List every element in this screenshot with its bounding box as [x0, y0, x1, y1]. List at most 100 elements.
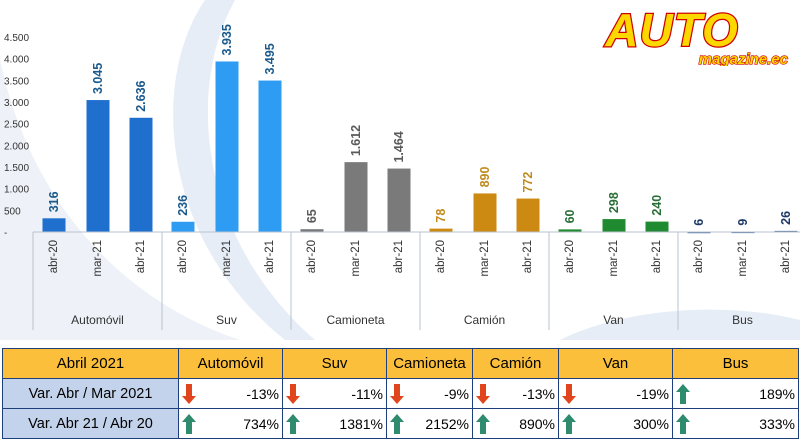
bar-value-label: 65	[305, 209, 319, 223]
arrow-down-icon	[390, 384, 404, 404]
category-label: Camioneta	[326, 313, 384, 327]
variation-cell: -13%	[472, 378, 559, 409]
period-tick-label: abr-21	[393, 240, 405, 273]
period-tick-label: abr-20	[306, 240, 318, 273]
period-tick-label: mar-21	[92, 240, 104, 276]
arrow-down-icon	[182, 384, 196, 404]
variation-cell: 1381%	[282, 408, 387, 439]
bar-value-label: 890	[478, 167, 492, 188]
variation-value: 1381%	[339, 415, 383, 432]
arrow-up-icon	[676, 414, 690, 434]
variation-value: -9%	[444, 385, 469, 402]
bar	[171, 221, 195, 232]
header-bus: Bus	[672, 348, 799, 379]
row-label: Var. Abr 21 / Abr 20	[2, 408, 179, 439]
bar-value-label: 78	[434, 209, 448, 223]
header-period: Abril 2021	[2, 348, 179, 379]
arrow-down-icon	[476, 384, 490, 404]
bar	[473, 193, 497, 232]
variation-value: -19%	[636, 385, 669, 402]
row-label: Var. Abr / Mar 2021	[2, 378, 179, 409]
bar	[300, 229, 324, 232]
arrow-up-icon	[390, 414, 404, 434]
bar-value-label: 3.935	[220, 24, 234, 55]
sales-bar-chart: 4.500 4.000 3.500 3.000 2.500 2.000 1.500 1.000…	[0, 0, 800, 340]
period-tick-label: abr-20	[177, 240, 189, 273]
variation-table: Abril 2021 Automóvil Suv Camioneta Camió…	[2, 348, 799, 439]
arrow-up-icon	[476, 414, 490, 434]
variation-value: 300%	[633, 415, 669, 432]
y-tick-label: 1.500	[4, 163, 29, 174]
variation-cell: -19%	[558, 378, 673, 409]
period-tick-label: abr-20	[693, 240, 705, 273]
variation-cell: 890%	[472, 408, 559, 439]
variation-value: -13%	[522, 385, 555, 402]
header-automovil: Automóvil	[178, 348, 283, 379]
bar-value-label: 298	[607, 192, 621, 213]
arrow-down-icon	[286, 384, 300, 404]
category-label: Van	[603, 313, 623, 327]
category-label: Bus	[732, 313, 753, 327]
variation-cell: -9%	[386, 378, 473, 409]
period-tick-label: mar-21	[608, 240, 620, 276]
arrow-up-icon	[676, 384, 690, 404]
logo-sub-text: magazine.ec	[699, 51, 789, 66]
variation-value: 734%	[243, 415, 279, 432]
bar-value-label: 3.045	[91, 63, 105, 94]
bar-value-label: 3.495	[263, 43, 277, 74]
variation-cell: 300%	[558, 408, 673, 439]
variation-value: 2152%	[425, 415, 469, 432]
bars: 316 3.045 2.636 236 3.935 3.495 65 1.612 1.464 78…	[42, 24, 798, 234]
bar-value-label: 1.464	[392, 131, 406, 162]
bar-value-label: 9	[736, 219, 750, 226]
y-tick-label: 500	[4, 206, 21, 217]
bar-value-label: 60	[563, 209, 577, 223]
bar-value-label: 26	[779, 211, 793, 225]
bar	[645, 221, 669, 232]
y-axis: 4.500 4.000 3.500 3.000 2.500 2.000 1.500 1.000…	[4, 33, 29, 239]
bar	[258, 80, 282, 232]
header-camion: Camión	[472, 348, 559, 379]
table-header-row: Abril 2021 Automóvil Suv Camioneta Camió…	[2, 348, 799, 379]
variation-value: 333%	[759, 415, 795, 432]
bar	[516, 198, 540, 232]
y-tick-label: 3.000	[4, 98, 29, 109]
bar-value-label: 240	[650, 195, 664, 216]
y-tick-label: 3.500	[4, 76, 29, 87]
bar	[86, 100, 110, 232]
background-swoosh	[0, 0, 800, 340]
header-camioneta: Camioneta	[386, 348, 473, 379]
period-tick-label: abr-20	[48, 240, 60, 273]
logo-main-text: AUTO	[604, 6, 739, 56]
table-row: Var. Abr / Mar 2021 -13% -11% -9% -13% -19% 18…	[2, 378, 799, 409]
y-tick-label: 4.000	[4, 55, 29, 66]
period-tick-label: mar-21	[737, 240, 749, 276]
variation-cell: 333%	[672, 408, 799, 439]
y-tick-label: 1.000	[4, 185, 29, 196]
variation-value: -13%	[246, 385, 279, 402]
header-van: Van	[558, 348, 673, 379]
variation-value: 189%	[759, 385, 795, 402]
period-tick-label: abr-21	[780, 240, 792, 273]
variation-cell: 189%	[672, 378, 799, 409]
header-suv: Suv	[282, 348, 387, 379]
category-label: Camión	[464, 313, 505, 327]
bar-value-label: 772	[521, 172, 535, 193]
period-tick-label: abr-21	[651, 240, 663, 273]
table-row: Var. Abr 21 / Abr 20 734% 1381% 2152% 890% 30…	[2, 408, 799, 439]
variation-cell: -13%	[178, 378, 283, 409]
variation-value: -11%	[351, 385, 383, 402]
bar-value-label: 236	[176, 195, 190, 216]
bar-value-label: 1.612	[349, 125, 363, 156]
bar	[129, 117, 153, 232]
variation-value: 890%	[519, 415, 555, 432]
y-tick-label: 2.000	[4, 141, 29, 152]
period-tick-label: abr-20	[435, 240, 447, 273]
y-tick-label: 2.500	[4, 120, 29, 131]
bar	[42, 218, 66, 232]
y-tick-label: -	[4, 228, 7, 239]
y-tick-label: 4.500	[4, 33, 29, 44]
category-label: Suv	[216, 313, 237, 327]
bar	[602, 219, 626, 232]
period-tick-label: mar-21	[221, 240, 233, 276]
